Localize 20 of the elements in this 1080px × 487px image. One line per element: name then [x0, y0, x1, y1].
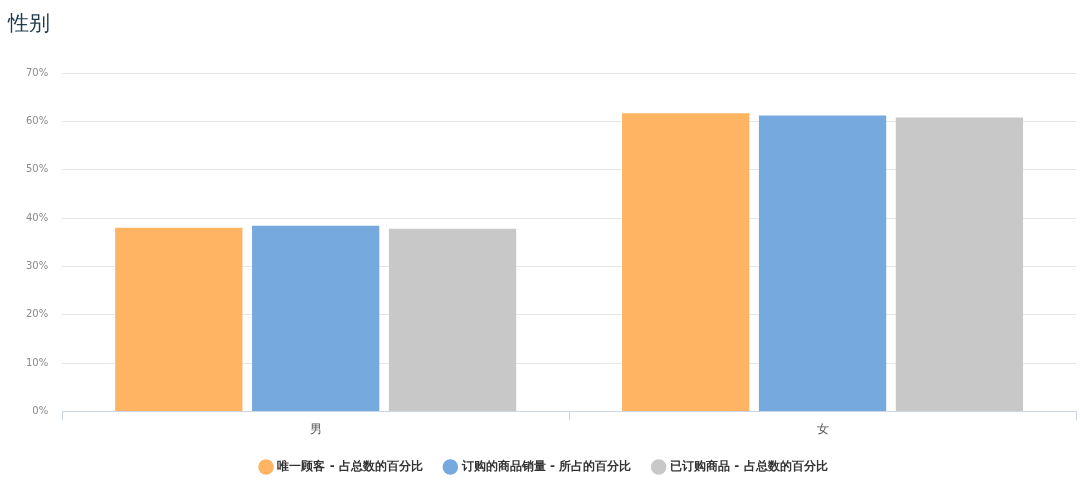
legend-label: 订购的商品销量 - 所占的百分比	[460, 459, 632, 474]
legend-label: 已订购商品 - 占总数的百分比	[670, 459, 828, 474]
x-tick-label: 男	[309, 421, 322, 436]
y-tick-label: 20%	[25, 308, 49, 320]
y-tick-label: 30%	[25, 260, 49, 272]
y-tick-label: 50%	[25, 163, 49, 175]
bar	[252, 225, 380, 412]
bar	[622, 113, 750, 412]
y-tick-label: 40%	[25, 211, 49, 223]
bar	[115, 227, 243, 412]
bar	[758, 115, 887, 412]
bar	[388, 228, 517, 412]
y-tick-label: 0%	[32, 405, 49, 417]
y-tick-label: 70%	[25, 66, 49, 78]
y-tick-label: 60%	[25, 114, 49, 126]
x-tick-label: 女	[816, 421, 829, 436]
y-tick-label: 10%	[25, 356, 49, 368]
chart-title: 性别	[8, 10, 50, 37]
legend-label: 唯一顾客 - 占总数的百分比	[277, 459, 423, 474]
bar	[895, 117, 1024, 412]
